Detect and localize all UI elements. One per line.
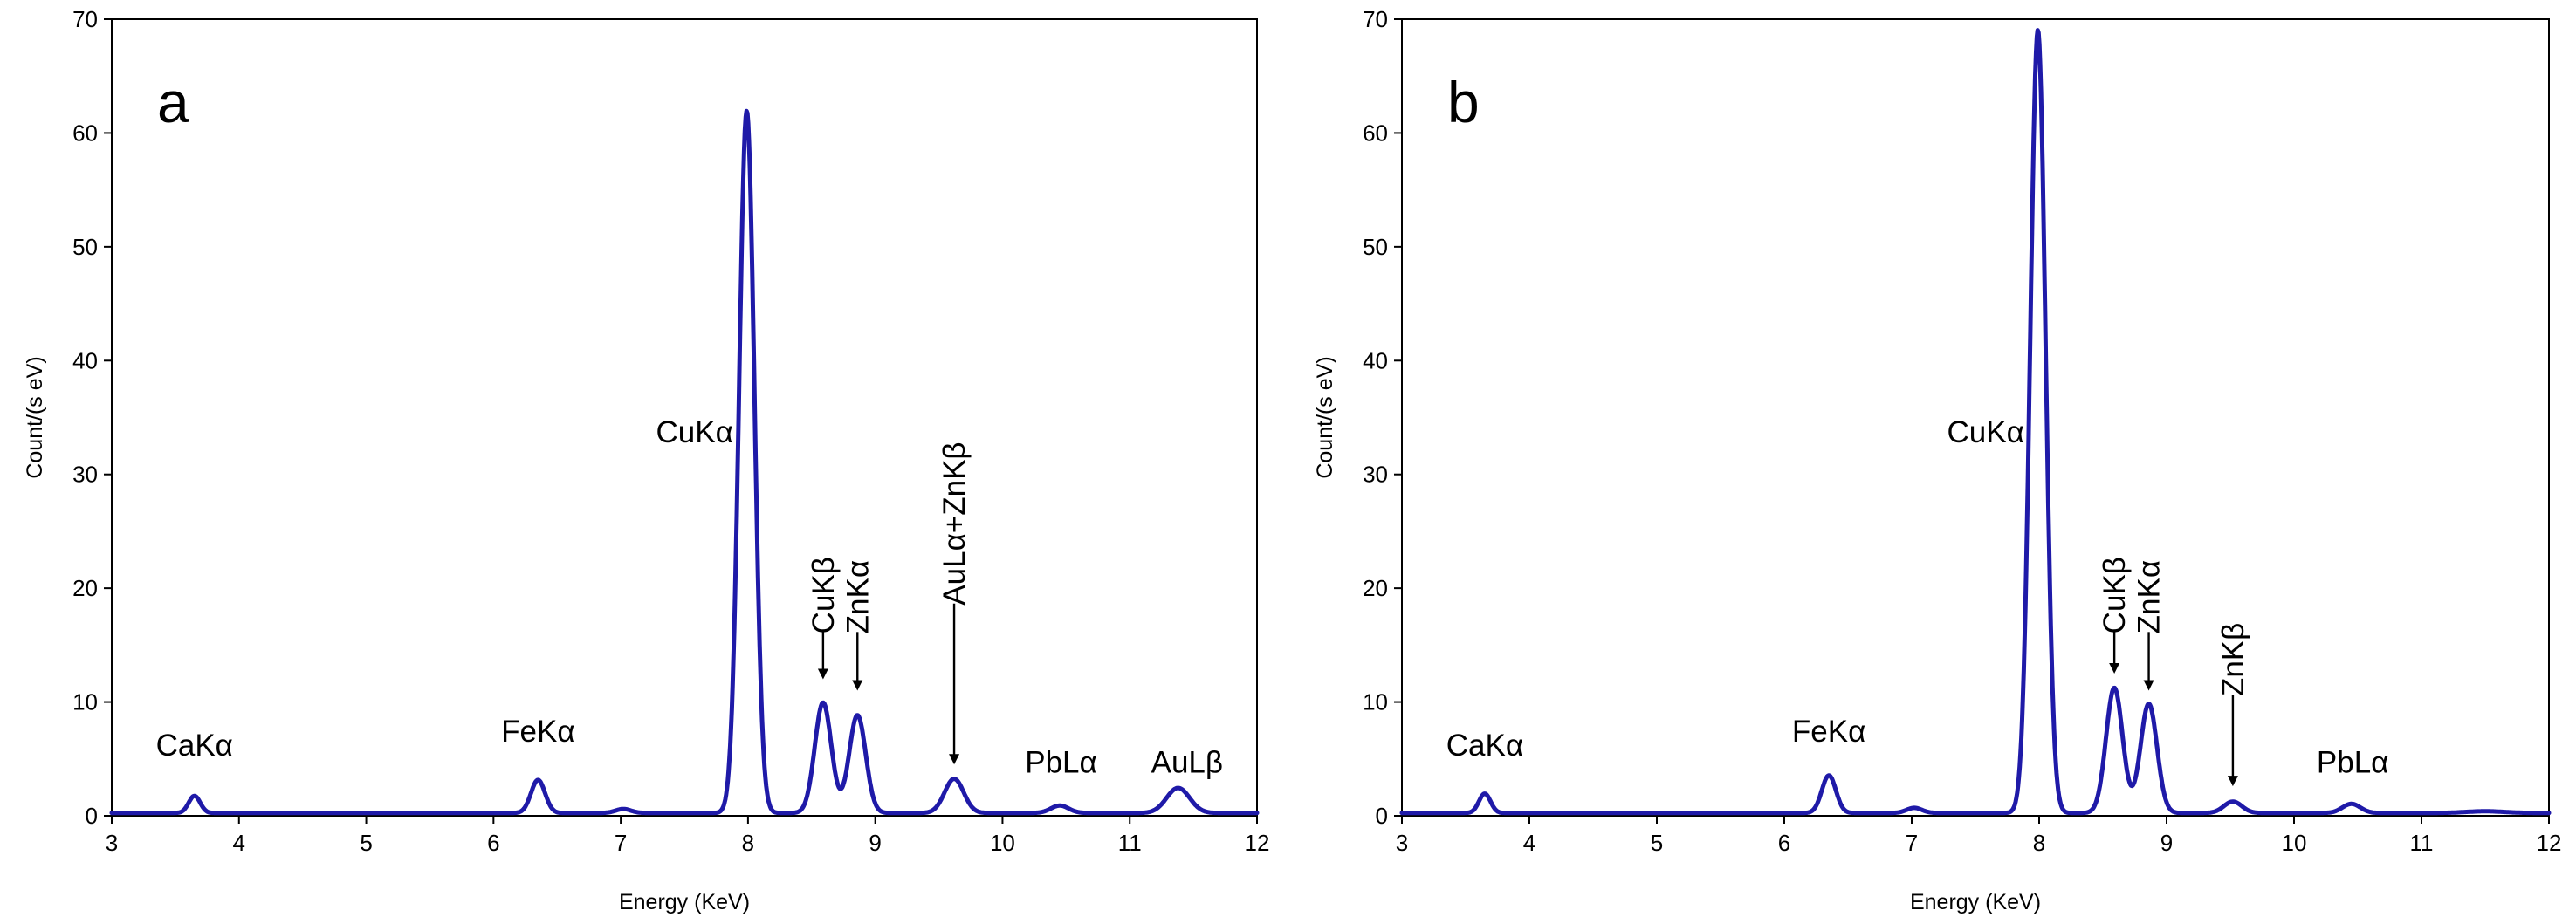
- y-tick-label: 60: [72, 120, 98, 146]
- y-tick-label: 70: [72, 6, 98, 32]
- x-tick-label: 4: [1523, 830, 1535, 856]
- peak-label: AuLβ: [1151, 745, 1223, 779]
- x-axis-title: Energy (KeV): [619, 890, 750, 914]
- y-tick-label: 30: [72, 462, 98, 488]
- peak-label: FeKα: [1792, 715, 1865, 749]
- y-tick-label: 20: [1363, 575, 1388, 601]
- peak-label: CuKα: [656, 415, 732, 449]
- peak-arrow-head: [2109, 662, 2120, 674]
- peak-label: CuKβ: [807, 557, 841, 633]
- x-tick-label: 9: [869, 830, 881, 856]
- x-tick-label: 11: [2410, 830, 2434, 856]
- peak-label: CuKα: [1947, 415, 2024, 449]
- plot-frame: [1401, 18, 2550, 817]
- y-axis-title: Count/(s eV): [23, 356, 47, 478]
- plot-frame: [111, 18, 1258, 817]
- x-tick-label: 7: [615, 830, 627, 856]
- x-tick-label: 6: [1778, 830, 1790, 856]
- peak-arrow-head: [2227, 776, 2238, 787]
- y-tick-label: 60: [1363, 120, 1388, 146]
- x-tick-label: 3: [1396, 830, 1408, 856]
- x-tick-label: 5: [1651, 830, 1663, 856]
- y-tick-label: 50: [1363, 234, 1388, 260]
- x-tick-label: 12: [2537, 830, 2562, 856]
- x-tick-label: 8: [742, 830, 754, 856]
- peak-arrow-head: [817, 668, 828, 680]
- peak-arrow-head: [2143, 680, 2154, 691]
- x-tick-label: 10: [2282, 830, 2307, 856]
- chart-panel-b: 3 4 5 6 7 8 9 10 11 12 0 10 20 30 40 50 60 70 Energy (KeV)…: [1313, 6, 2561, 914]
- peak-arrow-head: [949, 754, 960, 765]
- x-tick-label: 7: [1906, 830, 1918, 856]
- y-tick-label: 10: [1363, 689, 1388, 715]
- x-tick-label: 3: [106, 830, 118, 856]
- x-axis-title: Energy (KeV): [1910, 890, 2041, 914]
- chart-panel-a: 3 4 5 6 7 8 9 10 11 12 0 10 20 30 40 50 60 70 Energy (KeV)…: [23, 6, 1269, 914]
- peak-label: AuLα+ZnKβ: [938, 441, 972, 605]
- x-tick-label: 5: [360, 830, 372, 856]
- y-tick-label: 40: [1363, 347, 1388, 373]
- peak-label: FeKα: [501, 715, 574, 749]
- peak-label: ZnKβ: [2216, 623, 2250, 696]
- peak-label: PbLα: [2317, 745, 2389, 779]
- y-tick-label: 40: [72, 347, 98, 373]
- y-tick-label: 10: [72, 689, 98, 715]
- x-tick-label: 9: [2160, 830, 2173, 856]
- x-tick-label: 10: [990, 830, 1015, 856]
- spectrum-line: [109, 108, 1260, 816]
- peak-label: PbLα: [1025, 745, 1097, 779]
- panel-label: b: [1447, 70, 1480, 134]
- x-tick-label: 11: [1118, 830, 1142, 856]
- peak-label: ZnKα: [841, 560, 875, 633]
- x-tick-label: 6: [487, 830, 499, 856]
- x-tick-label: 12: [1245, 830, 1270, 856]
- peak-label: CaKα: [1446, 729, 1523, 763]
- peak-label: CaKα: [156, 729, 233, 763]
- y-tick-label: 70: [1363, 6, 1388, 32]
- peak-label: CuKβ: [2098, 557, 2132, 633]
- peak-label: ZnKα: [2133, 560, 2167, 633]
- y-tick-label: 30: [1363, 462, 1388, 488]
- y-axis-title: Count/(s eV): [1313, 356, 1337, 478]
- x-tick-label: 4: [233, 830, 245, 856]
- y-tick-label: 20: [72, 575, 98, 601]
- panel-label: a: [157, 70, 189, 134]
- peak-arrow-head: [852, 680, 863, 691]
- x-tick-label: 8: [2033, 830, 2045, 856]
- y-tick-label: 0: [1376, 803, 1388, 829]
- y-tick-label: 50: [72, 234, 98, 260]
- y-tick-label: 0: [86, 803, 98, 829]
- spectrum-line: [1399, 28, 2552, 816]
